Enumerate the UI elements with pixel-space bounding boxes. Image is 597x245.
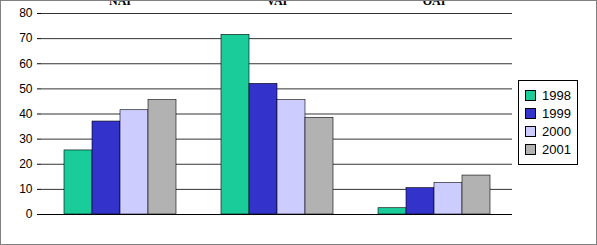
svg-text:20: 20 [19, 157, 33, 171]
svg-text:0: 0 [26, 207, 33, 221]
svg-text:60: 60 [19, 57, 33, 71]
svg-text:NAI: NAI [109, 1, 131, 8]
svg-text:OAI: OAI [423, 1, 446, 8]
html-text:2001: 2001 [542, 142, 571, 157]
svg-text:80: 80 [19, 6, 33, 20]
html-text:1999: 1999 [542, 106, 571, 121]
svg-text:10: 10 [19, 182, 33, 196]
svg-text:40: 40 [19, 107, 33, 121]
svg-text:30: 30 [19, 132, 33, 146]
html-text:1998: 1998 [542, 88, 571, 103]
html-text:2000: 2000 [542, 124, 571, 139]
svg-text:50: 50 [19, 82, 33, 96]
svg-text:70: 70 [19, 31, 33, 45]
svg-text:VAI: VAI [267, 1, 288, 8]
